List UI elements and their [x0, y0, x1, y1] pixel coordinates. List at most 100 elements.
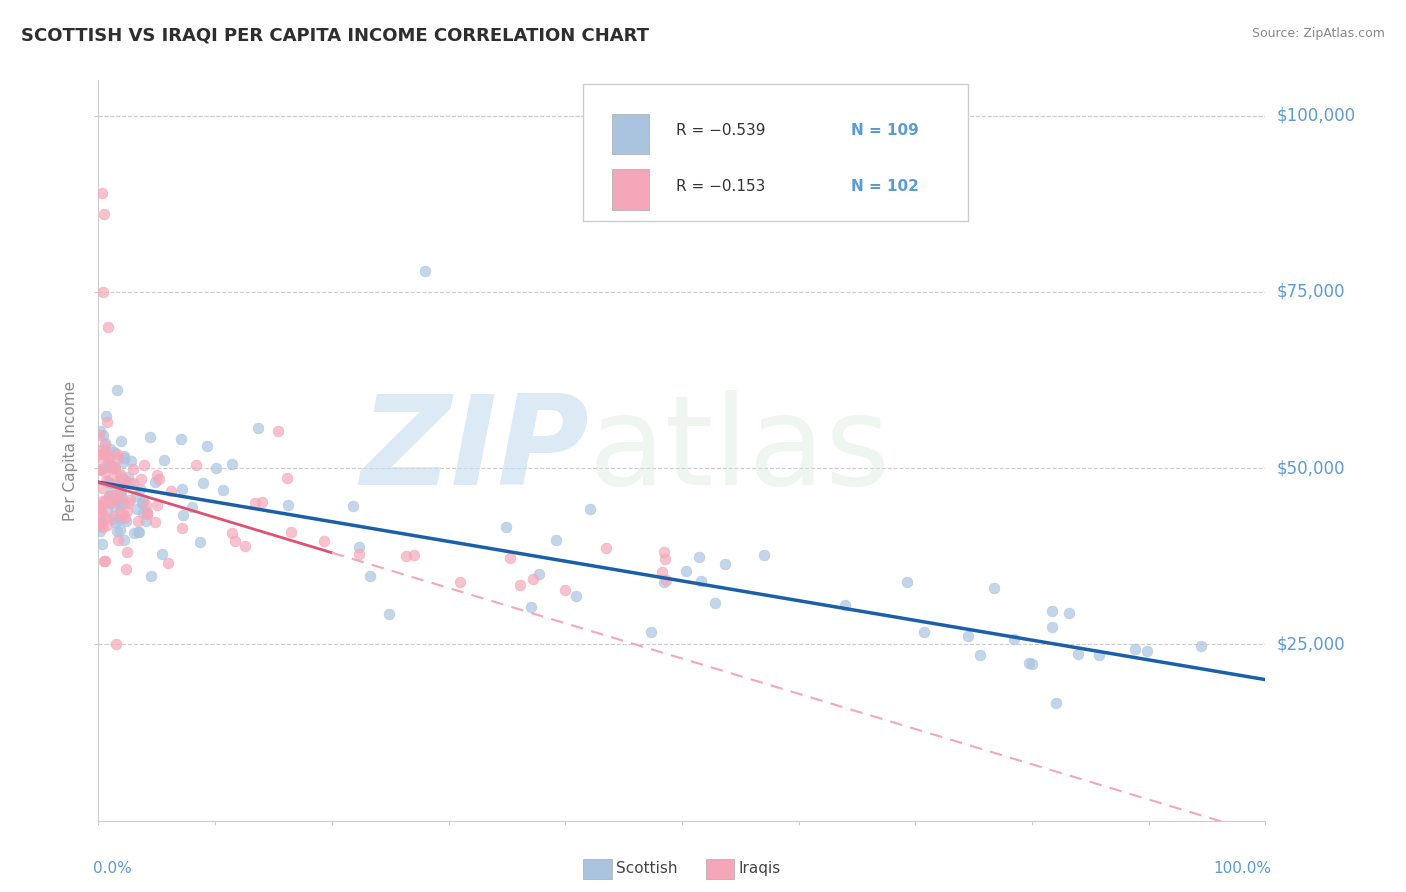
Point — [114, 510, 136, 524]
Text: Scottish: Scottish — [616, 862, 678, 876]
Point — [118, 475, 141, 490]
Point — [110, 485, 132, 500]
Point — [148, 472, 170, 486]
Point — [267, 424, 290, 438]
Point — [117, 469, 139, 483]
Point — [103, 488, 125, 502]
Point — [172, 482, 194, 496]
Point — [104, 461, 127, 475]
Point — [224, 534, 246, 549]
Point — [1021, 657, 1043, 672]
Point — [117, 496, 139, 510]
Point — [93, 519, 115, 533]
Point — [957, 629, 980, 643]
Point — [402, 548, 425, 562]
Point — [105, 524, 128, 538]
Point — [94, 445, 117, 459]
Point — [107, 494, 129, 508]
Point — [181, 500, 204, 515]
Point — [204, 460, 226, 475]
Point — [97, 451, 120, 466]
Point — [544, 533, 567, 547]
Point — [912, 624, 935, 639]
Point — [129, 472, 152, 486]
Point — [1057, 606, 1080, 620]
Point — [90, 462, 112, 476]
Bar — [612, 169, 650, 210]
Point — [125, 489, 148, 503]
Point — [127, 515, 149, 529]
Point — [94, 553, 117, 567]
Point — [104, 500, 127, 514]
Point — [529, 567, 551, 582]
Point — [495, 520, 517, 534]
Point — [519, 599, 541, 614]
Point — [111, 496, 134, 510]
Point — [579, 501, 602, 516]
Point — [243, 495, 266, 509]
Text: 0.0%: 0.0% — [93, 862, 131, 876]
Point — [107, 492, 129, 507]
Point — [153, 453, 176, 467]
Point — [246, 420, 269, 434]
Point — [89, 524, 111, 538]
Point — [112, 533, 135, 547]
Point — [312, 534, 335, 549]
Point — [108, 498, 131, 512]
Point — [101, 461, 124, 475]
Point — [115, 562, 138, 576]
Point — [98, 450, 121, 465]
Point — [156, 557, 179, 571]
Point — [100, 473, 122, 487]
Point — [107, 488, 129, 502]
Point — [128, 524, 150, 539]
Point — [97, 475, 120, 489]
Point — [89, 508, 111, 523]
Text: Iraqis: Iraqis — [738, 862, 780, 876]
Point — [103, 460, 125, 475]
Point — [91, 285, 114, 299]
Point — [129, 482, 152, 496]
Point — [127, 524, 149, 539]
Point — [449, 574, 471, 589]
Point — [150, 547, 173, 561]
Point — [114, 473, 136, 487]
Point — [90, 186, 112, 200]
Point — [108, 512, 131, 526]
Text: $100,000: $100,000 — [1277, 106, 1357, 125]
Point — [93, 447, 115, 461]
Point — [89, 499, 111, 513]
Point — [117, 544, 139, 558]
Point — [1123, 642, 1146, 657]
Point — [1136, 643, 1159, 657]
Point — [122, 461, 145, 475]
Point — [135, 507, 157, 521]
Point — [186, 458, 208, 472]
Point — [104, 637, 127, 651]
Point — [188, 535, 211, 549]
Point — [127, 501, 149, 516]
Point — [100, 485, 122, 500]
Point — [98, 496, 121, 510]
Point — [690, 574, 713, 588]
Point — [714, 558, 737, 572]
Point — [146, 498, 169, 512]
Point — [221, 457, 243, 471]
Point — [93, 509, 115, 524]
Point — [107, 450, 129, 465]
Point — [94, 436, 117, 450]
Point — [112, 449, 135, 463]
Point — [378, 607, 401, 621]
Point — [211, 483, 233, 497]
Point — [103, 511, 125, 525]
Point — [90, 517, 112, 532]
Point — [136, 505, 159, 519]
Point — [103, 445, 125, 459]
Point — [145, 475, 167, 489]
Point — [87, 519, 110, 533]
Point — [1002, 632, 1025, 647]
Point — [111, 491, 134, 505]
Point — [108, 523, 131, 537]
Point — [132, 458, 155, 472]
Point — [97, 459, 120, 474]
